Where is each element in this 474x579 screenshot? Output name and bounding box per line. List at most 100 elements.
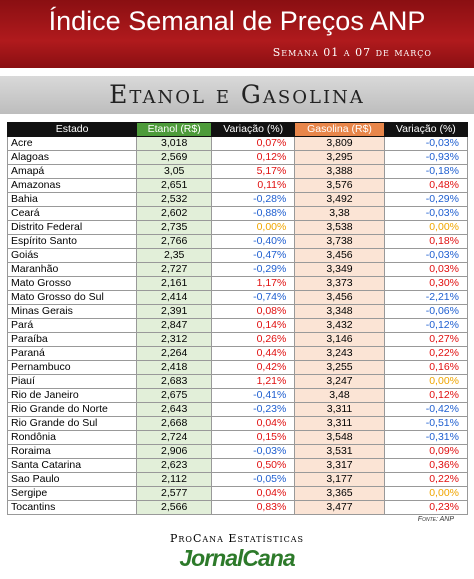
- table-cell: 5,17%: [211, 164, 296, 179]
- table-cell: 3,349: [294, 262, 385, 277]
- table-cell: 3,531: [294, 444, 385, 459]
- table-cell: Alagoas: [6, 150, 138, 165]
- table-row: Amapá 3,05 5,17% 3,388 -0,18%: [6, 164, 469, 179]
- table-cell: 2,847: [136, 318, 213, 333]
- column-header: Variação (%): [383, 122, 469, 137]
- table-row: Sao Paulo 2,112 -0,05% 3,177 0,22%: [6, 472, 469, 487]
- table-cell: -0,93%: [383, 150, 469, 165]
- table-row: Rio Grande do Norte 2,643 -0,23% 3,311 -0,42…: [6, 402, 469, 417]
- table-cell: 3,388: [294, 164, 385, 179]
- table-row: Goiás 2,35 -0,47% 3,456 -0,03%: [6, 248, 469, 263]
- table-cell: -0,06%: [383, 304, 469, 319]
- table-cell: 2,391: [136, 304, 213, 319]
- column-header: Gasolina (R$): [294, 122, 385, 137]
- table-row: Maranhão 2,727 -0,29% 3,349 0,03%: [6, 262, 469, 277]
- table-cell: 0,22%: [383, 472, 469, 487]
- table-cell: 3,365: [294, 486, 385, 501]
- table-cell: 3,05: [136, 164, 213, 179]
- table-row: Alagoas 2,569 0,12% 3,295 -0,93%: [6, 150, 469, 165]
- table-cell: 2,161: [136, 276, 213, 291]
- table-row: Distrito Federal 2,735 0,00% 3,538 0,00%: [6, 220, 469, 235]
- table-cell: 2,675: [136, 388, 213, 403]
- table-cell: Rio Grande do Norte: [6, 402, 138, 417]
- table-cell: Pará: [6, 318, 138, 333]
- table-cell: 2,623: [136, 458, 213, 473]
- table-cell: 2,532: [136, 192, 213, 207]
- table-cell: -0,51%: [383, 416, 469, 431]
- table-cell: 3,243: [294, 346, 385, 361]
- table-cell: 2,727: [136, 262, 213, 277]
- source: Fonte: ANP: [417, 516, 454, 523]
- table-row: Rio de Janeiro 2,675 -0,41% 3,48 0,12%: [6, 388, 469, 403]
- table-cell: -0,29%: [383, 192, 469, 207]
- table-cell: 0,36%: [383, 458, 469, 473]
- table-cell: 0,16%: [383, 360, 469, 375]
- table-cell: 0,04%: [211, 486, 296, 501]
- table-cell: -0,23%: [211, 402, 296, 417]
- table-cell: 3,432: [294, 318, 385, 333]
- column-header: Estado: [6, 122, 138, 137]
- table-cell: 3,373: [294, 276, 385, 291]
- table-cell: -0,03%: [383, 136, 469, 151]
- table-cell: 0,83%: [211, 500, 296, 515]
- table-row: Mato Grosso 2,161 1,17% 3,373 0,30%: [6, 276, 469, 291]
- table-cell: -0,41%: [211, 388, 296, 403]
- table-cell: 0,00%: [383, 220, 469, 235]
- brand: JornalCana: [179, 545, 295, 571]
- table-cell: 0,15%: [211, 430, 296, 445]
- table-cell: Acre: [6, 136, 138, 151]
- table-cell: 2,414: [136, 290, 213, 305]
- table-cell: Mato Grosso: [6, 276, 138, 291]
- table-row: Roraima 2,906 -0,03% 3,531 0,09%: [6, 444, 469, 459]
- table-row: Tocantins 2,566 0,83% 3,477 0,23%: [6, 500, 469, 515]
- table-cell: -0,12%: [383, 318, 469, 333]
- table-cell: 0,27%: [383, 332, 469, 347]
- table-row: Sergipe 2,577 0,04% 3,365 0,00%: [6, 486, 469, 501]
- table-cell: 0,26%: [211, 332, 296, 347]
- table-cell: 3,317: [294, 458, 385, 473]
- table-cell: Roraima: [6, 444, 138, 459]
- table-row: Mato Grosso do Sul 2,414 -0,74% 3,456 -2,21%: [6, 290, 469, 305]
- table-cell: -0,47%: [211, 248, 296, 263]
- section-title: Etanol e Gasolina: [0, 76, 474, 114]
- table-cell: Rio Grande do Sul: [6, 416, 138, 431]
- table-cell: 0,42%: [211, 360, 296, 375]
- table-cell: -0,18%: [383, 164, 469, 179]
- table-cell: Ceará: [6, 206, 138, 221]
- table-cell: 3,548: [294, 430, 385, 445]
- table-cell: Bahia: [6, 192, 138, 207]
- table-cell: 3,311: [294, 402, 385, 417]
- table-cell: 0,30%: [383, 276, 469, 291]
- table-cell: -0,40%: [211, 234, 296, 249]
- table-cell: -0,03%: [383, 248, 469, 263]
- table-cell: -0,42%: [383, 402, 469, 417]
- subtitle: Semana 01 a 07 de março: [272, 46, 432, 59]
- table-cell: -0,03%: [211, 444, 296, 459]
- table-cell: 2,906: [136, 444, 213, 459]
- table-cell: 3,177: [294, 472, 385, 487]
- table-cell: Sao Paulo: [6, 472, 138, 487]
- table-cell: 2,566: [136, 500, 213, 515]
- table-cell: -0,74%: [211, 290, 296, 305]
- table-cell: Sergipe: [6, 486, 138, 501]
- table-cell: Minas Gerais: [6, 304, 138, 319]
- table-cell: 1,17%: [211, 276, 296, 291]
- table-cell: Paraná: [6, 346, 138, 361]
- table-cell: 3,738: [294, 234, 385, 249]
- table-cell: Goiás: [6, 248, 138, 263]
- table-row: Rondônia 2,724 0,15% 3,548 -0,31%: [6, 430, 469, 445]
- table-cell: Amapá: [6, 164, 138, 179]
- table-cell: 3,576: [294, 178, 385, 193]
- table-cell: 0,18%: [383, 234, 469, 249]
- table-cell: Pernambuco: [6, 360, 138, 375]
- table-cell: 3,538: [294, 220, 385, 235]
- table-cell: -0,88%: [211, 206, 296, 221]
- table-row: Paraná 2,264 0,44% 3,243 0,22%: [6, 346, 469, 361]
- table-cell: 0,44%: [211, 346, 296, 361]
- table-cell: 0,07%: [211, 136, 296, 151]
- table-cell: 0,08%: [211, 304, 296, 319]
- table-cell: Rio de Janeiro: [6, 388, 138, 403]
- table-cell: 3,018: [136, 136, 213, 151]
- table-cell: 0,03%: [383, 262, 469, 277]
